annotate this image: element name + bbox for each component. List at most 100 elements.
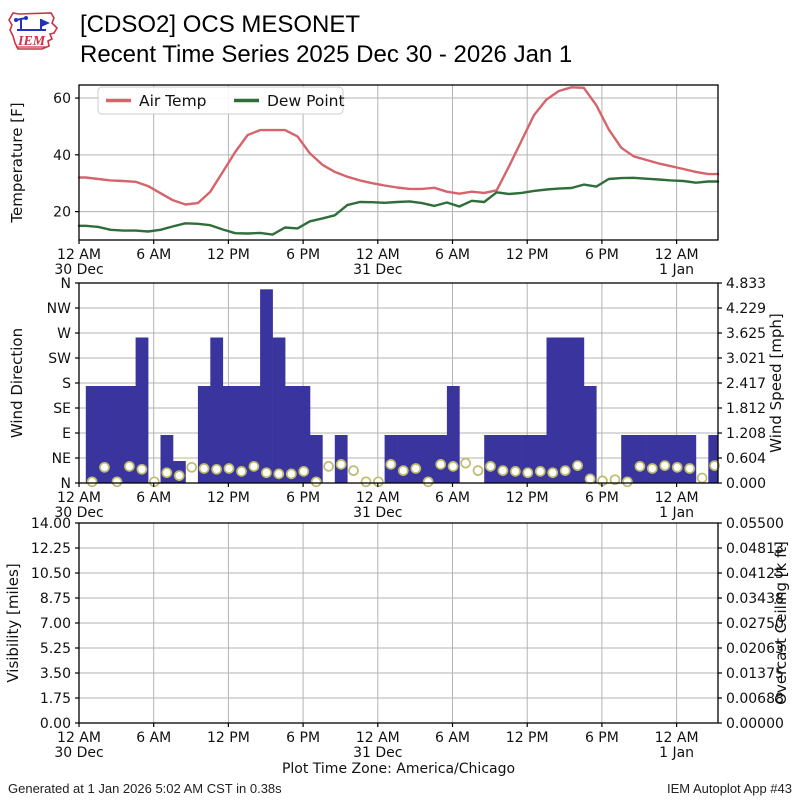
- wind-speed-marker: [298, 466, 310, 477]
- wind-direction-bar: [558, 337, 572, 483]
- wind-dir-tick-label: E: [62, 426, 71, 442]
- x-date-label: 30 Dec: [54, 262, 103, 278]
- wind-direction-bar: [621, 435, 634, 483]
- ceiling-tick-label: 0.03438: [726, 591, 784, 607]
- visibility-tick-label: 7.00: [40, 616, 71, 632]
- wind-speed-marker: [534, 466, 546, 477]
- x-tick-label: 12 AM: [57, 490, 101, 506]
- wind-speed-marker: [410, 463, 422, 474]
- wind-speed-marker: [99, 461, 110, 473]
- x-tick-label: 12 AM: [655, 730, 699, 746]
- wind-speed-marker: [422, 476, 434, 488]
- x-tick-label: 6 AM: [435, 247, 470, 263]
- wind-direction-bar: [708, 435, 718, 483]
- wind-speed-tick-label: 1.812: [726, 401, 766, 417]
- wind-speed-marker: [136, 463, 148, 475]
- x-tick-label: 12 AM: [57, 730, 101, 746]
- weather-station-icon: [14, 16, 50, 31]
- title-line2: Recent Time Series 2025 Dec 30 - 2026 Ja…: [80, 41, 573, 68]
- wind-direction-bar: [384, 435, 398, 483]
- x-date-label: 31 Dec: [353, 745, 402, 761]
- iem-logo: IEM: [8, 12, 59, 50]
- wind-direction-bar: [683, 435, 697, 483]
- ceiling-tick-label: 0.02750: [726, 616, 784, 632]
- x-tick-label: 6 PM: [286, 730, 320, 746]
- wind-speed-marker: [547, 467, 559, 479]
- wind-direction-bar: [409, 435, 423, 483]
- wind-direction-bar: [135, 337, 149, 483]
- wind-speed-marker: [385, 459, 397, 470]
- wind-direction-bar: [272, 337, 286, 483]
- x-tick-label: 6 PM: [585, 730, 619, 746]
- wind-speed-marker: [646, 463, 658, 474]
- wind-speed-marker: [273, 468, 285, 480]
- page-title: [CDSO2] OCS MESONET Recent Time Series 2…: [80, 10, 572, 70]
- x-tick-label: 12 AM: [655, 247, 699, 263]
- wind-direction-bar: [309, 435, 323, 483]
- wind-speed-marker: [124, 461, 135, 472]
- app-id-text: IEM Autoplot App #43: [666, 781, 792, 796]
- temp-ytick-label: 20: [53, 205, 71, 221]
- temperature-axis-label: Temperature [F]: [8, 102, 26, 223]
- visibility-axis-label: Visibility [miles]: [4, 563, 22, 682]
- wind-speed-tick-label: 4.229: [726, 301, 766, 317]
- wind-dir-tick-label: W: [57, 326, 71, 342]
- x-tick-label: 12 AM: [57, 247, 101, 263]
- visibility-tick-label: 8.75: [40, 591, 71, 607]
- wind-speed-marker: [609, 474, 621, 486]
- x-tick-label: 12 AM: [356, 730, 400, 746]
- wind-speed-marker: [510, 466, 521, 477]
- wind-speed-marker: [497, 465, 509, 476]
- x-tick-label: 12 PM: [207, 247, 250, 263]
- wind-speed-marker: [696, 472, 708, 484]
- wind-speed-marker: [671, 461, 683, 473]
- wind-direction-bar: [484, 435, 497, 483]
- ceiling-tick-label: 0.04125: [726, 566, 784, 582]
- x-tick-label: 6 PM: [585, 247, 619, 263]
- wind-speed-marker: [211, 463, 222, 475]
- ceiling-tick-label: 0.05500: [726, 516, 784, 532]
- air-temp-line: [77, 86, 720, 206]
- temperature-panel-border: [78, 84, 719, 241]
- wind-dir-tick-label: N: [61, 476, 71, 492]
- x-date-label: 1 Jan: [659, 745, 694, 761]
- wind-speed-marker: [173, 470, 185, 481]
- wind-speed-marker: [86, 476, 98, 488]
- wind-speed-tick-label: 0.604: [726, 451, 766, 467]
- wind-speed-marker: [447, 461, 459, 472]
- x-date-label: 31 Dec: [353, 505, 402, 521]
- wind-speed-tick-label: 0.000: [726, 476, 766, 492]
- x-date-label: 31 Dec: [353, 262, 402, 278]
- x-tick-label: 12 PM: [207, 490, 250, 506]
- wind-speed-tick-label: 3.021: [726, 351, 766, 367]
- logo-text: IEM: [17, 34, 46, 49]
- wind-speed-marker: [709, 460, 720, 471]
- wind-direction-bar: [434, 435, 448, 483]
- visibility-tick-label: 10.50: [31, 566, 71, 582]
- wind-speed-axis-label: Wind Speed [mph]: [767, 313, 785, 453]
- visibility-tick-label: 5.25: [40, 641, 71, 657]
- wind-dir-tick-label: NE: [52, 451, 71, 467]
- wind-direction-bar: [671, 435, 684, 483]
- ceiling-tick-label: 0.01375: [726, 666, 784, 682]
- x-tick-label: 6 AM: [136, 730, 171, 746]
- x-tick-label: 12 AM: [655, 490, 699, 506]
- wind-speed-marker: [559, 465, 571, 476]
- wind-direction-bar: [546, 337, 560, 483]
- wind-speed-marker: [684, 463, 696, 474]
- wind-direction-bar: [633, 435, 647, 483]
- visibility-tick-label: 3.50: [40, 666, 71, 682]
- visibility-tick-label: 12.25: [31, 541, 71, 557]
- wind-speed-marker: [622, 476, 633, 488]
- wind-direction-bar: [571, 337, 585, 483]
- legend-label-dew-point: Dew Point: [267, 92, 345, 110]
- x-tick-label: 6 PM: [286, 247, 320, 263]
- wind-dir-tick-label: S: [62, 376, 71, 392]
- wind-direction-bar: [422, 435, 435, 483]
- dew-point-line: [77, 176, 720, 236]
- wind-speed-marker: [236, 466, 247, 477]
- wind-dir-tick-label: N: [61, 276, 71, 292]
- wind-direction-bar: [123, 386, 136, 483]
- wind-direction-bar: [85, 386, 99, 483]
